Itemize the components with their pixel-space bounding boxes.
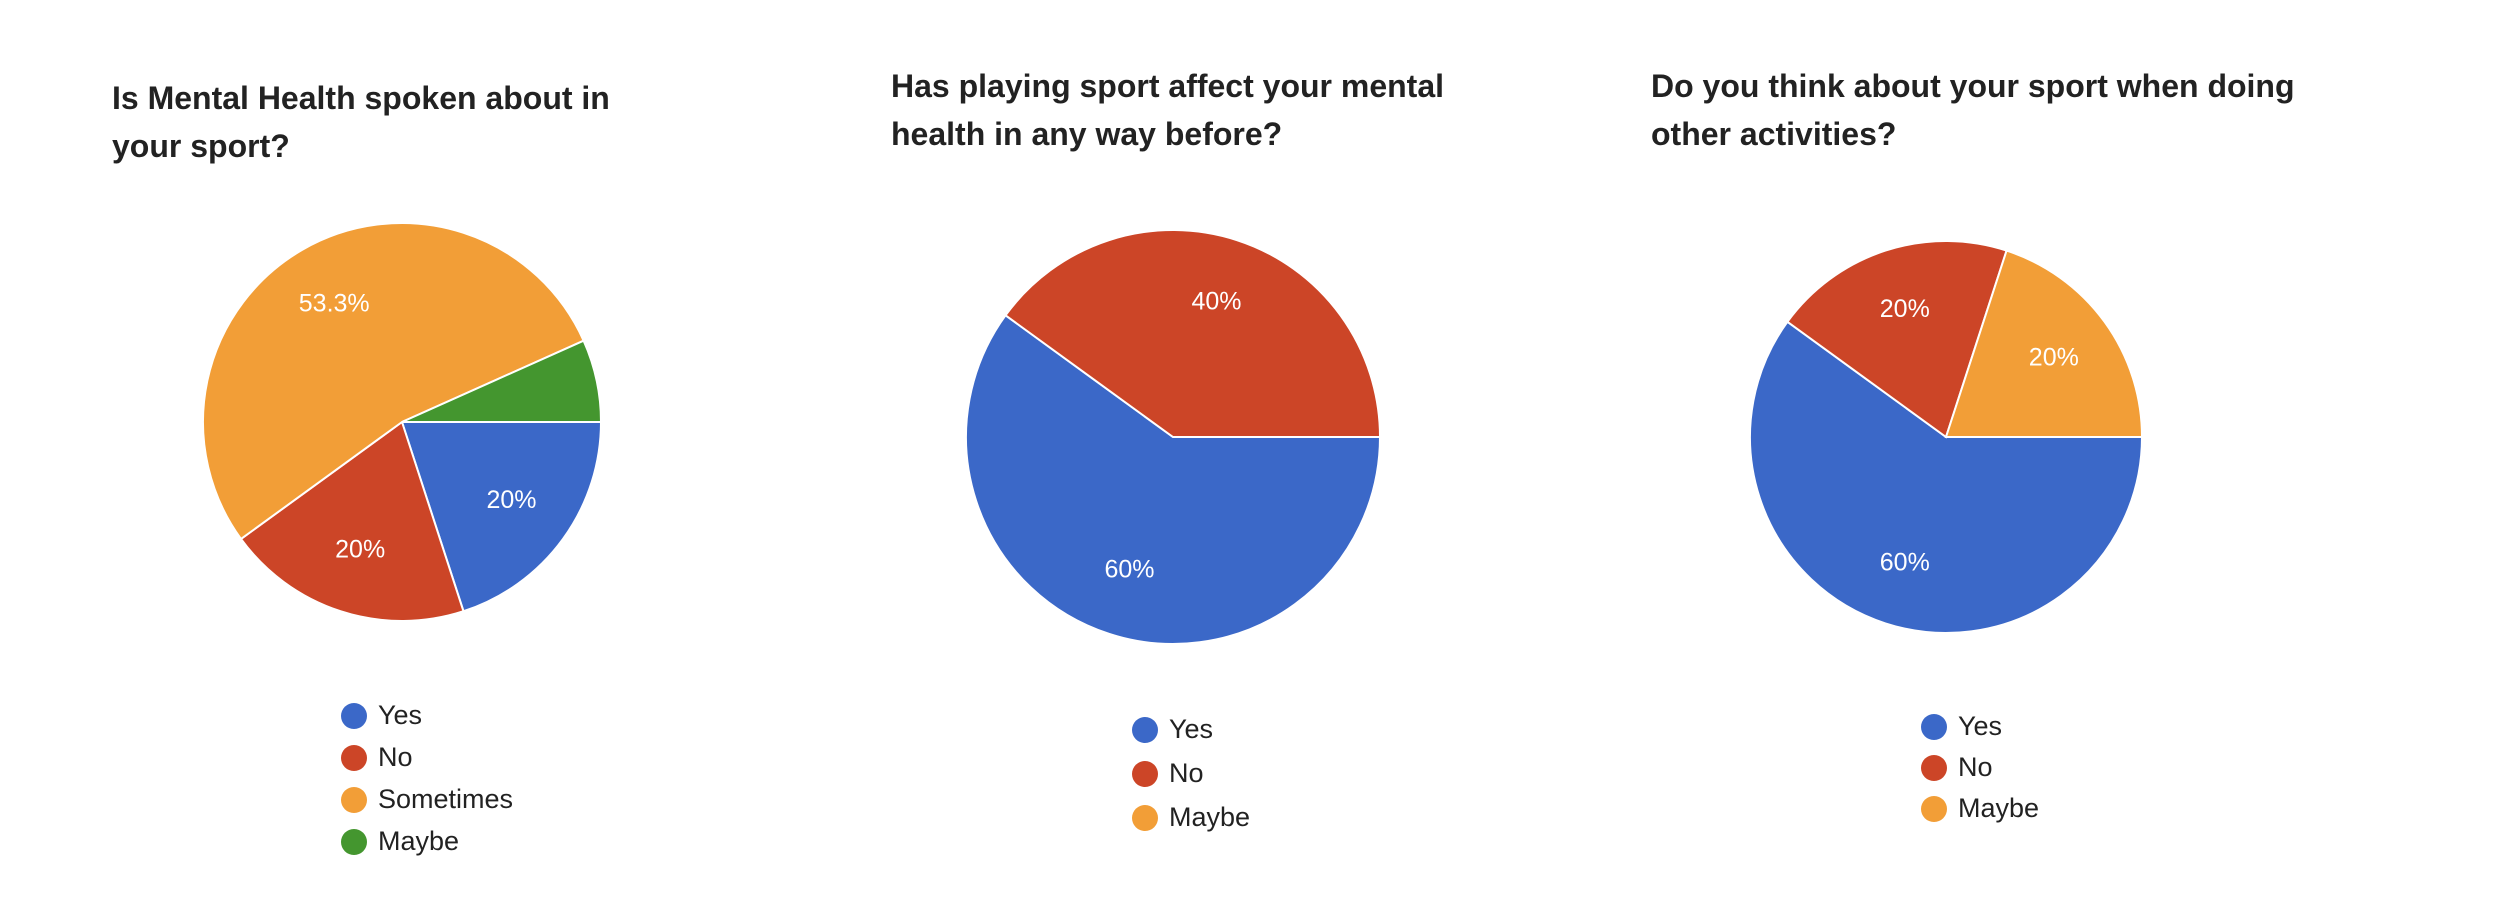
legend-marker bbox=[341, 787, 367, 813]
pie-slice bbox=[202, 222, 585, 541]
pie-slice bbox=[1004, 229, 1382, 438]
legend-marker bbox=[341, 745, 367, 771]
legend-label: Yes bbox=[1958, 711, 2002, 741]
pie-slice bbox=[401, 339, 603, 423]
pie-slice bbox=[1749, 320, 2144, 634]
legend-label: Maybe bbox=[378, 826, 459, 856]
legend-label: Maybe bbox=[1169, 802, 1250, 832]
chart-title: Has playing sport affect your mental hea… bbox=[891, 68, 1445, 152]
pie-slice bbox=[239, 420, 465, 622]
legend-marker bbox=[1132, 805, 1158, 831]
chart-title: Is Mental Health spoken about in your sp… bbox=[112, 80, 610, 164]
slice-label: 20% bbox=[2029, 343, 2079, 371]
legend-label: Sometimes bbox=[378, 784, 513, 814]
legend-label: Yes bbox=[378, 700, 422, 730]
pie-slice bbox=[1944, 249, 2144, 438]
slice-label: 53.3% bbox=[299, 289, 370, 317]
legend-marker bbox=[1921, 755, 1947, 781]
legend-label: No bbox=[1169, 758, 1204, 788]
legend-marker bbox=[341, 829, 367, 855]
slice-label: 60% bbox=[1104, 555, 1154, 583]
legend-marker bbox=[341, 703, 367, 729]
legend-marker bbox=[1132, 761, 1158, 787]
legend-marker bbox=[1921, 796, 1947, 822]
slice-label: 40% bbox=[1191, 288, 1241, 316]
chart-title: Do you think about your sport when doing… bbox=[1651, 68, 2295, 152]
slice-label: 20% bbox=[486, 486, 536, 514]
legend-label: Maybe bbox=[1958, 793, 2039, 823]
legend-marker bbox=[1132, 717, 1158, 743]
legend-marker bbox=[1921, 714, 1947, 740]
pie-slice bbox=[965, 313, 1382, 645]
legend-label: No bbox=[378, 742, 413, 772]
legend-label: No bbox=[1958, 752, 1993, 782]
pie-slice bbox=[400, 421, 603, 613]
slice-label: 20% bbox=[335, 535, 385, 563]
legend-label: Yes bbox=[1169, 714, 1213, 744]
pie-slice bbox=[1786, 240, 2008, 439]
slice-label: 60% bbox=[1880, 548, 1930, 576]
slice-label: 20% bbox=[1880, 295, 1930, 323]
